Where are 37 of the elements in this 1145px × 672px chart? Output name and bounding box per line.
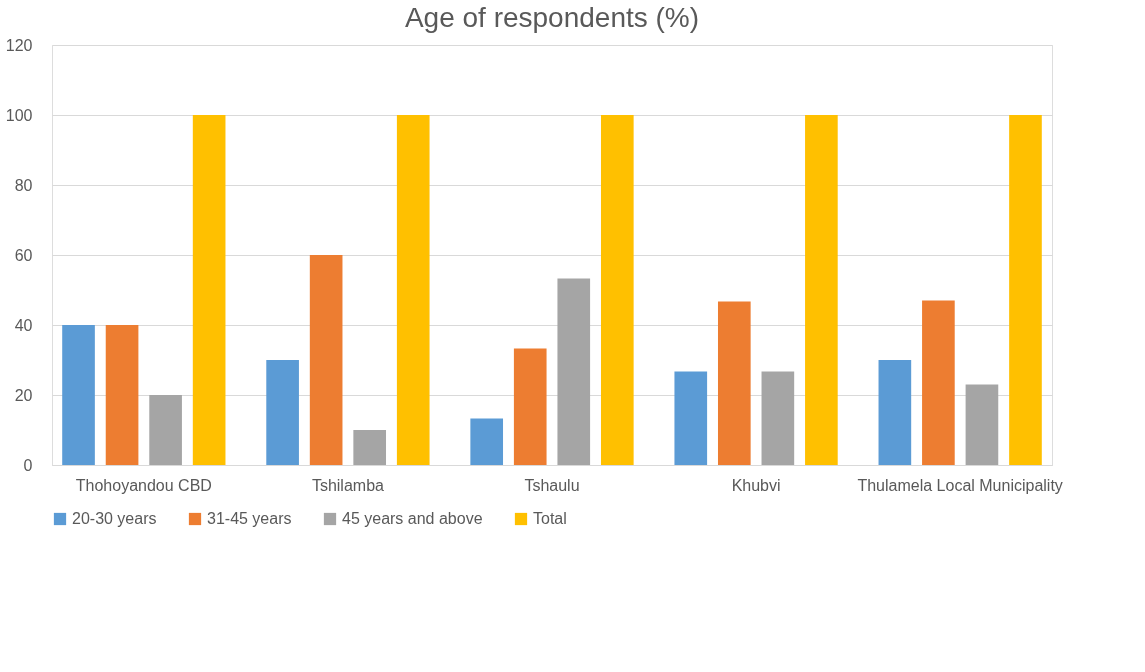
legend-label: 20-30 years — [72, 510, 157, 527]
bar — [600, 115, 634, 465]
x-tick-label: Thohoyandou CBD — [75, 476, 212, 494]
bar — [62, 325, 95, 465]
bar — [878, 360, 912, 465]
bar — [309, 255, 343, 465]
y-tick-label: 40 — [14, 316, 33, 334]
y-tick-label: 100 — [5, 106, 33, 124]
bar — [805, 115, 838, 465]
y-tick-label: 0 — [23, 456, 33, 474]
legend-label: 45 years and above — [342, 510, 483, 527]
x-tick-label: Tshaulu — [524, 476, 580, 494]
bar — [965, 384, 999, 465]
legend-label: 31-45 years — [207, 510, 292, 527]
x-tick-label: Tshilamba — [311, 476, 385, 494]
x-tick-label: Khubvi — [731, 476, 781, 494]
bar — [192, 115, 226, 465]
chart-title: Age of respondents (%) — [404, 2, 700, 33]
y-tick-label: 120 — [5, 36, 33, 54]
bar — [266, 360, 299, 465]
x-tick-label: Thulamela Local Municipality — [857, 476, 1063, 494]
bar — [557, 278, 591, 465]
bar — [761, 371, 795, 465]
bar — [717, 301, 751, 465]
bar — [922, 300, 955, 465]
bar — [470, 418, 504, 465]
y-tick-label: 80 — [14, 176, 33, 194]
bar — [396, 115, 430, 465]
bar — [149, 395, 182, 465]
bar — [1009, 115, 1042, 465]
y-tick-label: 60 — [14, 246, 33, 264]
bar — [105, 325, 139, 465]
y-tick-label: 20 — [14, 386, 33, 404]
bar — [513, 348, 547, 465]
legend-label: Total — [533, 510, 567, 527]
bar — [674, 371, 708, 465]
bar — [353, 430, 387, 465]
